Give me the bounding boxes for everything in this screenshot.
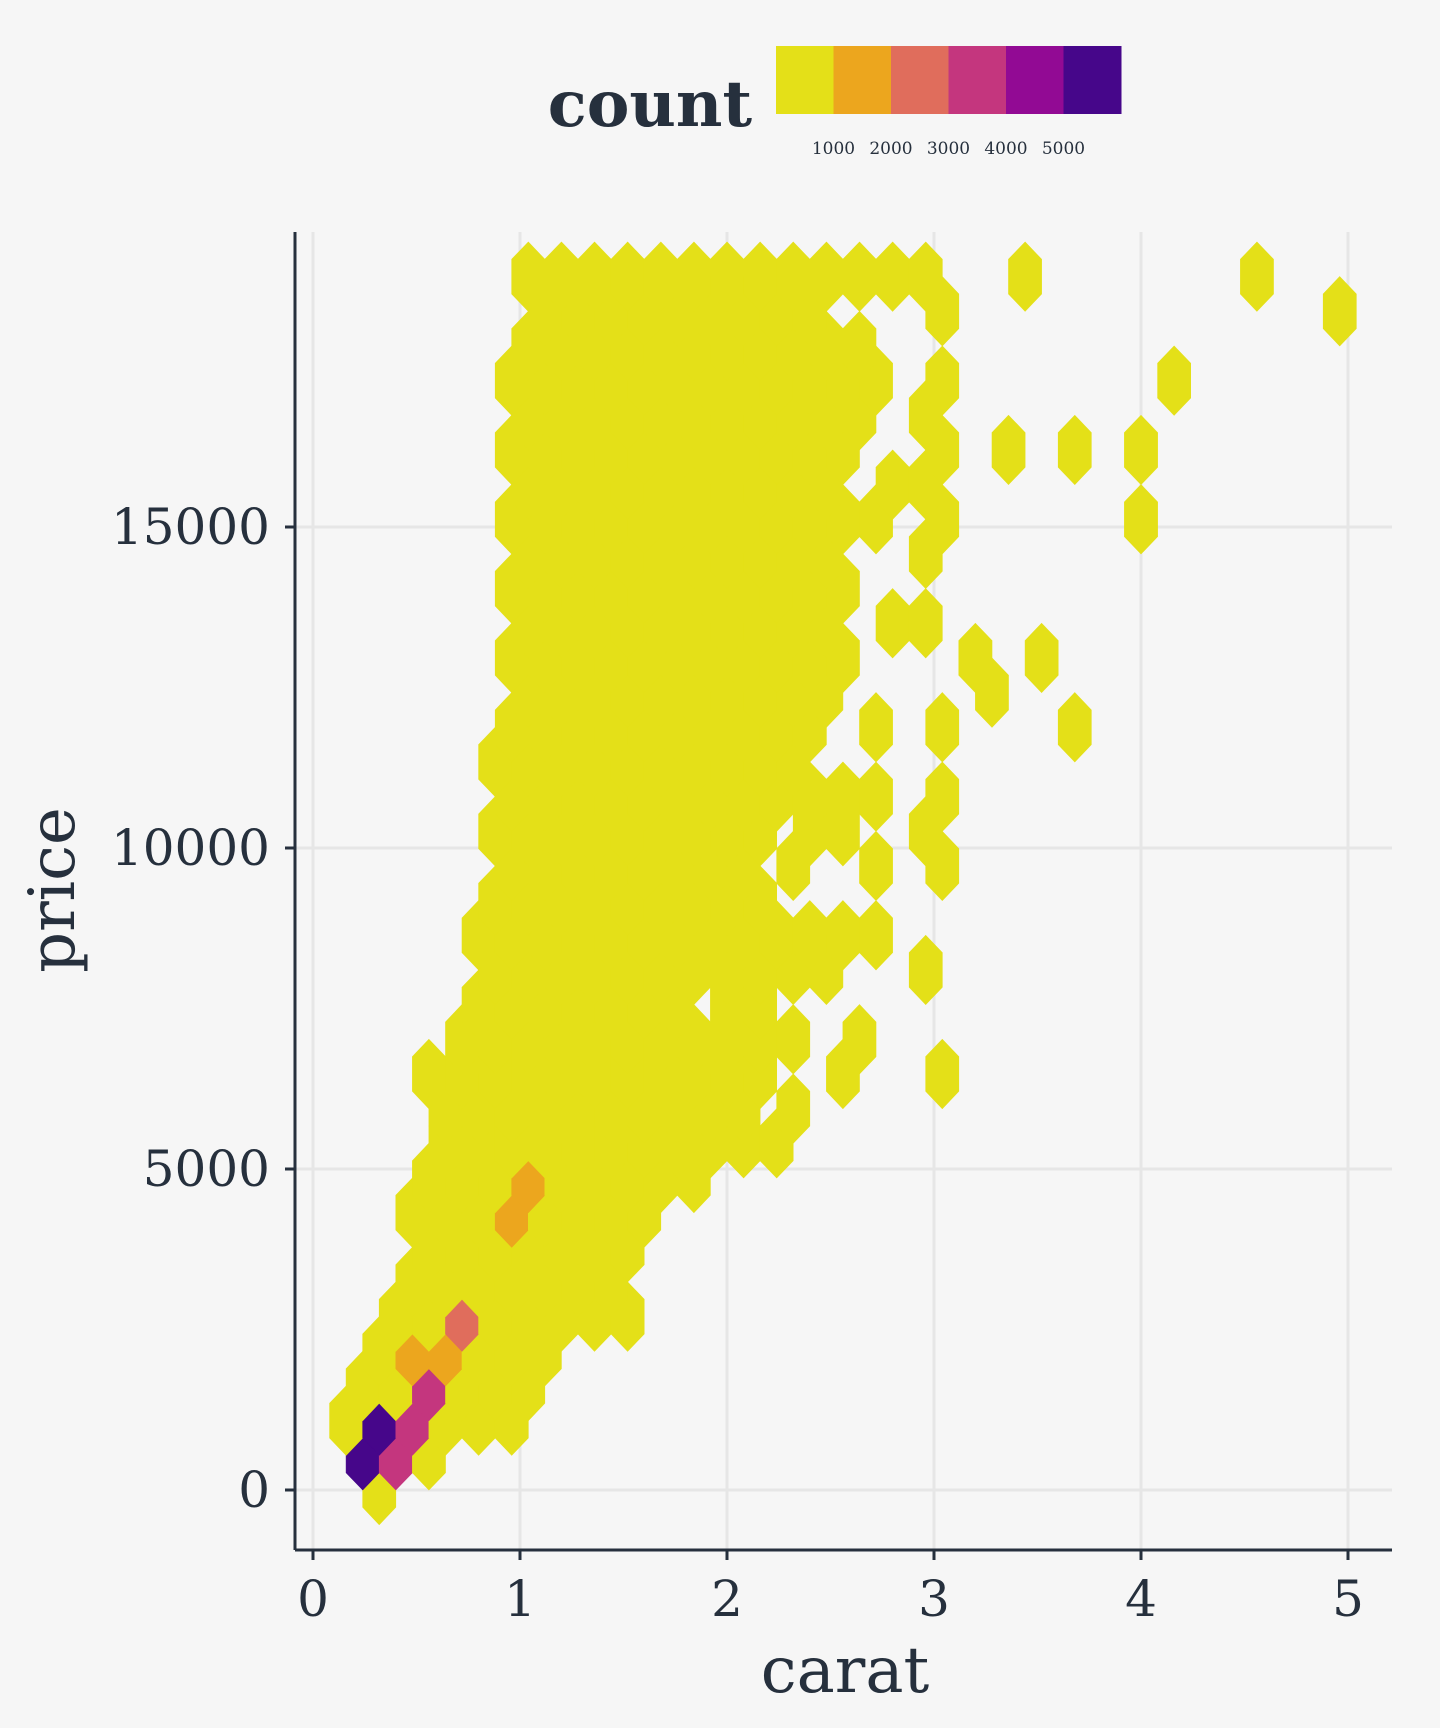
hex-bin bbox=[842, 310, 877, 382]
legend-swatch bbox=[776, 46, 834, 114]
x-tick-label: 5 bbox=[1332, 1570, 1364, 1628]
legend-swatch bbox=[1006, 46, 1064, 114]
legend-tick-label: 1000 bbox=[812, 139, 855, 159]
hex-bin bbox=[908, 241, 943, 312]
y-tick-label: 0 bbox=[238, 1461, 270, 1519]
hex-bin bbox=[859, 761, 893, 832]
legend-swatch bbox=[891, 46, 949, 114]
axes: 0 1 2 3 4 5 0 5000 10000 15000 carat price bbox=[16, 232, 1392, 1708]
legend-swatch bbox=[1063, 46, 1122, 114]
x-tick-label: 1 bbox=[504, 1570, 536, 1628]
hex-bin bbox=[925, 345, 960, 416]
hex-bin bbox=[925, 761, 960, 832]
hexbin-cells bbox=[329, 241, 1357, 1526]
legend: count 1000 2000 3000 4000 5000 bbox=[548, 46, 1122, 159]
legend-swatch bbox=[833, 46, 892, 114]
x-axis-ticks: 0 1 2 3 4 5 bbox=[297, 1550, 1364, 1628]
hex-bin bbox=[925, 1038, 960, 1110]
hex-bin bbox=[1157, 345, 1191, 416]
hex-bin bbox=[908, 588, 943, 659]
hex-bin bbox=[1057, 414, 1092, 486]
y-tick-label: 5000 bbox=[143, 1140, 270, 1198]
y-axis-ticks: 0 5000 10000 15000 bbox=[111, 498, 295, 1519]
legend-tick-label: 5000 bbox=[1042, 139, 1085, 159]
x-tick-label: 4 bbox=[1125, 1570, 1157, 1628]
x-axis-title: carat bbox=[761, 1634, 930, 1708]
x-tick-label: 2 bbox=[711, 1570, 743, 1628]
hex-bin bbox=[908, 934, 943, 1006]
hex-bin bbox=[842, 241, 877, 312]
hex-bin bbox=[1057, 692, 1092, 763]
legend-colorbar bbox=[776, 46, 1122, 114]
legend-tick-label: 4000 bbox=[984, 139, 1027, 159]
hex-bin bbox=[859, 692, 893, 763]
hex-bin bbox=[1124, 414, 1158, 486]
hex-bin bbox=[1024, 622, 1059, 694]
hex-bin bbox=[991, 414, 1026, 486]
x-tick-label: 0 bbox=[297, 1570, 329, 1628]
y-tick-label: 10000 bbox=[111, 819, 270, 877]
legend-ticks: 1000 2000 3000 4000 5000 bbox=[812, 139, 1085, 159]
hex-bin bbox=[958, 622, 993, 694]
hex-bin bbox=[1240, 241, 1274, 312]
legend-tick-label: 2000 bbox=[869, 139, 912, 159]
y-tick-label: 15000 bbox=[111, 498, 270, 556]
hex-bin bbox=[859, 830, 893, 902]
hex-bin bbox=[842, 1004, 877, 1075]
hex-bin bbox=[1008, 241, 1042, 312]
hex-bin bbox=[875, 588, 910, 659]
hex-bin bbox=[776, 1004, 811, 1075]
hex-bin bbox=[859, 900, 893, 971]
hex-bin bbox=[1322, 276, 1357, 347]
hex-bin bbox=[1124, 484, 1158, 555]
legend-title: count bbox=[548, 67, 753, 142]
legend-swatch bbox=[948, 46, 1007, 114]
x-tick-label: 3 bbox=[918, 1570, 950, 1628]
hex-bin bbox=[875, 241, 910, 312]
y-axis-title: price bbox=[16, 807, 90, 973]
hex-bin bbox=[925, 692, 960, 763]
legend-tick-label: 3000 bbox=[927, 139, 970, 159]
